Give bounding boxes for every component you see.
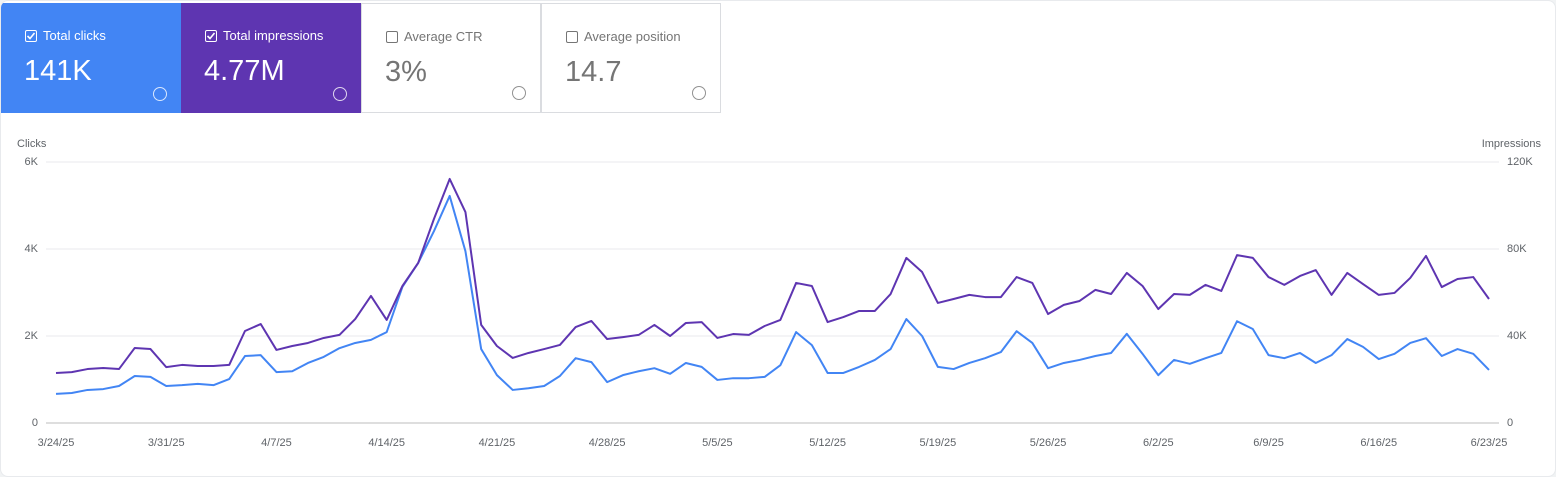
x-tick-label: 4/7/25 (261, 437, 292, 449)
metric-card[interactable]: Average CTR 3% (361, 3, 541, 113)
checkbox[interactable] (386, 31, 398, 43)
x-tick-label: 5/26/25 (1030, 437, 1067, 449)
metric-value: 14.7 (565, 56, 622, 88)
x-tick-label: 3/31/25 (148, 437, 185, 449)
y-tick-label: 0 (32, 417, 38, 429)
metric-value: 4.77M (204, 55, 285, 87)
x-tick-label: 4/28/25 (589, 437, 626, 449)
checkbox[interactable] (566, 31, 578, 43)
metric-card[interactable]: Total clicks 141K (1, 3, 181, 113)
y-axis-title: Clicks (17, 138, 47, 150)
metric-value: 141K (24, 55, 92, 87)
x-tick-label: 4/21/25 (479, 437, 516, 449)
x-tick-label: 4/14/25 (368, 437, 405, 449)
x-tick-label: 5/5/25 (702, 437, 733, 449)
x-tick-label: 5/12/25 (809, 437, 846, 449)
metric-label: Average position (584, 29, 681, 44)
metric-label: Total impressions (223, 28, 324, 43)
y-tick-label: 2K (25, 330, 39, 342)
x-tick-label: 5/19/25 (919, 437, 956, 449)
checkbox[interactable] (25, 30, 37, 42)
metric-value: 3% (385, 56, 427, 88)
metric-card[interactable]: Average position 14.7 (541, 3, 721, 113)
metric-label: Average CTR (404, 29, 483, 44)
y-tick-label: 4K (25, 243, 39, 255)
x-tick-label: 6/2/25 (1143, 437, 1174, 449)
y-tick-label: 6K (25, 156, 39, 168)
y2-tick-label: 120K (1507, 156, 1533, 168)
x-tick-label: 3/24/25 (38, 437, 75, 449)
checkbox[interactable] (205, 30, 217, 42)
y2-tick-label: 0 (1507, 417, 1513, 429)
x-tick-label: 6/16/25 (1360, 437, 1397, 449)
y2-axis-title: Impressions (1482, 138, 1542, 150)
series-line (55, 177, 1490, 374)
y2-tick-label: 40K (1507, 330, 1527, 342)
x-tick-label: 6/9/25 (1253, 437, 1284, 449)
metric-card[interactable]: Total impressions 4.77M (181, 3, 361, 113)
series-line (55, 194, 1490, 395)
help-icon[interactable] (512, 86, 526, 100)
help-icon[interactable] (153, 87, 167, 101)
help-icon[interactable] (333, 87, 347, 101)
metric-label: Total clicks (43, 28, 106, 43)
y2-tick-label: 80K (1507, 243, 1527, 255)
x-tick-label: 6/23/25 (1471, 437, 1508, 449)
help-icon[interactable] (692, 86, 706, 100)
